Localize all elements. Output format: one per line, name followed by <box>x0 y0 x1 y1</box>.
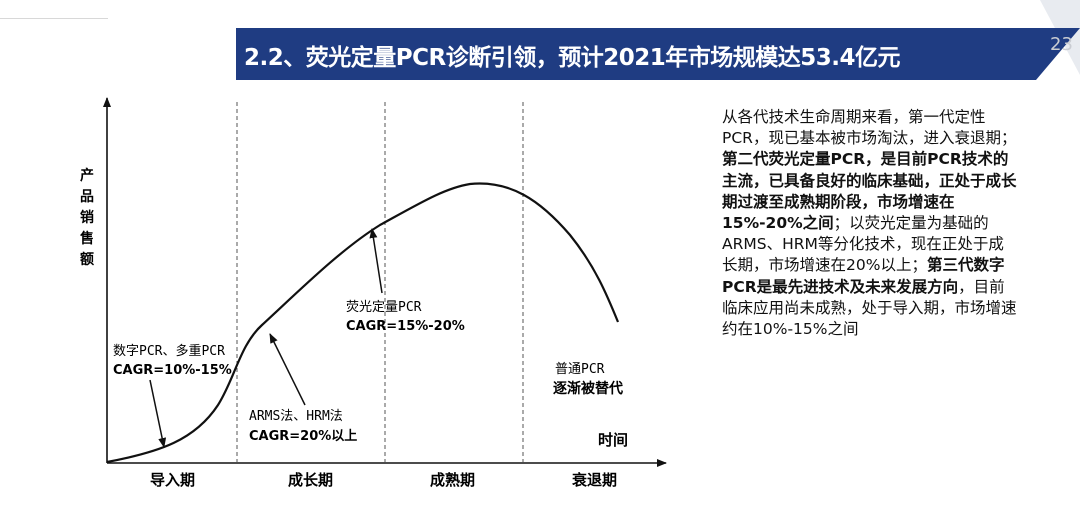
annotation-conventional-pcr-status: 逐渐被替代 <box>553 380 623 397</box>
phase-label-decline: 衰退期 <box>571 471 617 489</box>
description-segment-bold: 第三代数字PCR是最先进技术及未来发展方向 <box>722 256 1005 296</box>
corner-divider <box>0 18 108 19</box>
annotation-digital-pcr-name: 数字PCR、多重PCR <box>113 343 225 359</box>
annotation-arrow-qpcr <box>369 228 383 294</box>
description-text: 从各代技术生命周期来看，第一代定性PCR，现已基本被市场淘汰，进入衰退期；第二代… <box>722 107 1018 340</box>
description-segment-bold: 第二代荧光定量PCR，是目前PCR技术的主流，已具备良好的临床基础，正处于成长期… <box>722 150 1017 233</box>
x-axis-label: 时间 <box>598 431 628 449</box>
annotation-arms-hrm-name: ARMS法、HRM法 <box>249 409 343 424</box>
annotation-arrow-arms-hrm <box>269 333 306 406</box>
title-bar-tip <box>1036 28 1080 80</box>
annotation-arrow-digital-pcr <box>149 379 167 448</box>
y-axis-label-char: 产 <box>80 167 94 184</box>
y-axis-label-char: 售 <box>79 230 94 247</box>
y-axis-label-char: 品 <box>80 189 94 205</box>
annotation-conventional-pcr-name: 普通PCR <box>555 362 605 377</box>
annotation-qpcr-name: 荧光定量PCR <box>346 300 422 315</box>
annotation-qpcr-cagr: CAGR=15%-20% <box>346 319 465 334</box>
title-bar <box>236 28 1036 80</box>
lifecycle-diagram: 产 品 销 售 额 时间 导入期 成长期 成熟期 衰退期 数字PCR、多重PCR… <box>79 97 667 489</box>
description-segment: ，目前临床应用尚未成熟，处于导入期，市场增速约在10%-15%之间 <box>722 277 1017 339</box>
description-segment: 从各代技术生命周期来看，第一代定性PCR，现已基本被市场淘汰，进入衰退期； <box>722 108 1017 148</box>
phase-label-intro: 导入期 <box>150 471 195 489</box>
slide-title: 2.2、荧光定量PCR诊断引领，预计2021年市场规模达53.4亿元 <box>244 45 900 71</box>
phase-label-maturity: 成熟期 <box>430 471 475 489</box>
page-number: 23 <box>1050 34 1073 55</box>
annotation-arms-hrm-cagr: CAGR=20%以上 <box>249 429 357 444</box>
lifecycle-curve <box>106 182 620 464</box>
y-axis-label-char: 销 <box>80 209 94 226</box>
annotation-digital-pcr-cagr: CAGR=10%-15% <box>113 363 232 378</box>
phase-label-growth: 成长期 <box>288 471 333 489</box>
y-axis-label-char: 额 <box>80 251 94 268</box>
description-segment: ；以荧光定量为基础的ARMS、HRM等分化技术，现在正处于成长期，市场增速在20… <box>722 214 1004 275</box>
